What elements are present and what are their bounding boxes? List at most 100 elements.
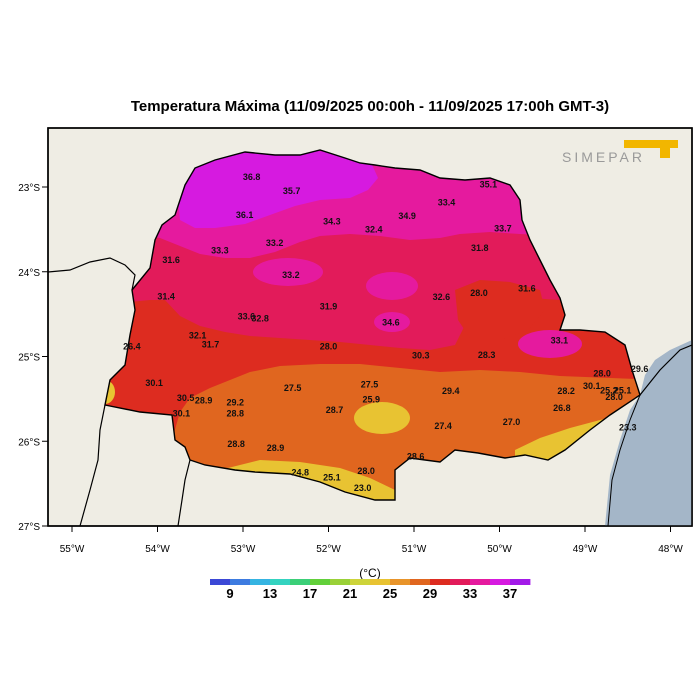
colorbar-tick-label: 17 bbox=[303, 586, 317, 601]
colorbar-swatch bbox=[370, 579, 391, 585]
temperature-label: 30.5 bbox=[177, 393, 195, 403]
temperature-label: 30.3 bbox=[412, 351, 430, 361]
temperature-label: 29.2 bbox=[227, 397, 245, 407]
temperature-label: 31.6 bbox=[162, 255, 180, 265]
state-border-sao-paulo bbox=[639, 344, 692, 396]
temperature-label: 35.7 bbox=[283, 186, 301, 196]
colorbar-swatch bbox=[210, 579, 231, 585]
y-axis-ticks: 23°S 24°S 25°S 26°S 27°S bbox=[18, 183, 48, 533]
temperature-label: 31.7 bbox=[202, 340, 220, 350]
temperature-label: 27.5 bbox=[361, 380, 379, 390]
country-border-paraguay bbox=[48, 257, 136, 291]
temperature-label: 33.1 bbox=[551, 335, 569, 345]
colorbar-swatch bbox=[430, 579, 451, 585]
state-border-santa-catarina bbox=[177, 459, 191, 526]
colorbar-tick-label: 29 bbox=[423, 586, 437, 601]
colorbar bbox=[210, 579, 531, 585]
temperature-label: 27.5 bbox=[284, 383, 302, 393]
colorbar-swatch bbox=[330, 579, 351, 585]
parana-state-border bbox=[104, 149, 641, 501]
temperature-label: 24.8 bbox=[292, 468, 310, 478]
temperature-label: 28.2 bbox=[557, 386, 575, 396]
colorbar-tick-label: 21 bbox=[343, 586, 357, 601]
temperature-label: 31.4 bbox=[157, 291, 175, 301]
temperature-label: 30.1 bbox=[173, 408, 191, 418]
temperature-label: 28.0 bbox=[470, 288, 488, 298]
x-tick-label: 52°W bbox=[316, 544, 341, 555]
temperature-label: 26.4 bbox=[123, 341, 141, 351]
colorbar-unit: (°C) bbox=[359, 566, 380, 580]
x-tick-label: 53°W bbox=[231, 544, 256, 555]
temperature-label: 30.1 bbox=[583, 381, 601, 391]
logo-bar-side bbox=[660, 140, 670, 158]
temperature-label: 34.6 bbox=[382, 318, 400, 328]
y-tick-label: 26°S bbox=[18, 437, 40, 448]
temperature-label: 28.3 bbox=[478, 350, 496, 360]
temperature-label: 33.2 bbox=[282, 270, 300, 280]
temperature-label: 32.4 bbox=[365, 224, 383, 234]
temperature-label: 32.6 bbox=[433, 292, 451, 302]
colorbar-tick-label: 37 bbox=[503, 586, 517, 601]
temperature-label: 33.4 bbox=[438, 197, 456, 207]
temperature-label: 28.7 bbox=[326, 405, 344, 415]
temperature-label: 31.9 bbox=[320, 302, 338, 312]
logo-text: SIMEPAR bbox=[562, 149, 645, 165]
temperature-label: 33.2 bbox=[266, 238, 284, 248]
temperature-label: 25.9 bbox=[363, 395, 381, 405]
colorbar-swatch bbox=[470, 579, 491, 585]
logo-bar-top bbox=[624, 140, 678, 148]
colorbar-swatch bbox=[490, 579, 511, 585]
x-axis-ticks: 55°W 54°W 53°W 52°W 51°W 50°W 49°W 48°W bbox=[60, 526, 683, 555]
temperature-label: 35.1 bbox=[480, 180, 498, 190]
colorbar-swatch bbox=[350, 579, 371, 585]
temperature-label: 28.0 bbox=[357, 466, 375, 476]
y-tick-label: 25°S bbox=[18, 353, 40, 364]
colorbar-swatch bbox=[410, 579, 431, 585]
temperature-label: 23.3 bbox=[619, 423, 637, 433]
temperature-label: 34.9 bbox=[398, 211, 416, 221]
temperature-label: 28.9 bbox=[195, 396, 213, 406]
temperature-label: 25.2 bbox=[600, 385, 618, 395]
temperature-label: 27.0 bbox=[503, 417, 521, 427]
ocean-area bbox=[605, 340, 692, 526]
simepar-logo: SIMEPAR bbox=[562, 140, 678, 165]
x-tick-label: 55°W bbox=[60, 544, 85, 555]
colorbar-swatch bbox=[310, 579, 331, 585]
temperature-label: 30.1 bbox=[145, 378, 163, 388]
colorbar-ticks: 9 13 17 21 25 29 33 37 bbox=[226, 586, 517, 601]
colorbar-swatch bbox=[450, 579, 471, 585]
colorbar-swatch bbox=[230, 579, 251, 585]
temperature-label: 27.4 bbox=[434, 421, 452, 431]
x-tick-label: 49°W bbox=[573, 544, 598, 555]
temperature-label: 36.8 bbox=[243, 172, 261, 182]
temperature-label: 28.0 bbox=[593, 368, 611, 378]
y-tick-label: 24°S bbox=[18, 268, 40, 279]
temperature-label: 23.0 bbox=[354, 483, 372, 493]
colorbar-swatch bbox=[290, 579, 311, 585]
temperature-label: 28.8 bbox=[227, 439, 245, 449]
colorbar-swatch bbox=[390, 579, 411, 585]
y-tick-label: 23°S bbox=[18, 183, 40, 194]
colorbar-tick-label: 33 bbox=[463, 586, 477, 601]
colorbar-swatch bbox=[270, 579, 291, 585]
temperature-label: 29.6 bbox=[631, 364, 649, 374]
temperature-label: 31.8 bbox=[471, 243, 489, 253]
temperature-label: 32.8 bbox=[251, 313, 269, 323]
temperature-label: 25.1 bbox=[323, 473, 341, 483]
temperature-label: 29.4 bbox=[442, 386, 460, 396]
temperature-label: 36.1 bbox=[236, 210, 254, 220]
temperature-label: 33.3 bbox=[211, 246, 229, 256]
y-tick-label: 27°S bbox=[18, 522, 40, 533]
colorbar-swatch bbox=[250, 579, 271, 585]
temperature-label: 32.1 bbox=[189, 330, 207, 340]
temperature-label: 28.0 bbox=[605, 392, 623, 402]
colorbar-tick-label: 13 bbox=[263, 586, 277, 601]
chart-title: Temperatura Máxima (11/09/2025 00:00h - … bbox=[130, 98, 610, 115]
temperature-label: 28.6 bbox=[407, 452, 425, 462]
colorbar-swatch bbox=[510, 579, 531, 585]
temperature-label: 28.9 bbox=[267, 443, 285, 453]
temperature-label: 31.6 bbox=[518, 284, 536, 294]
x-tick-label: 48°W bbox=[658, 544, 683, 555]
temperature-label: 28.0 bbox=[320, 341, 338, 351]
